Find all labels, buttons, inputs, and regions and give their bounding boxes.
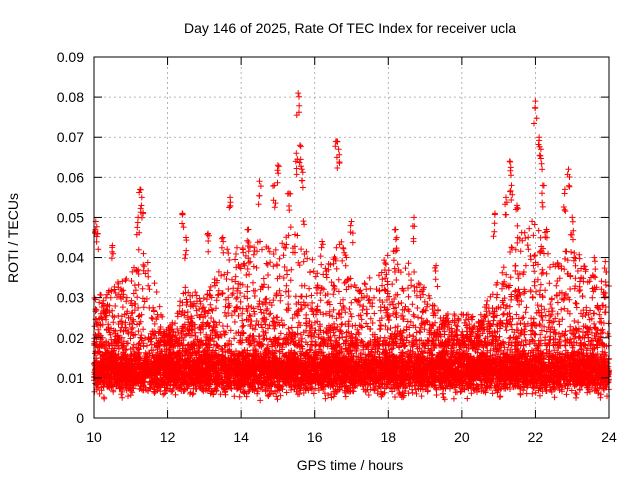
data-point xyxy=(125,393,131,400)
data-point xyxy=(468,390,475,397)
data-point xyxy=(283,389,290,396)
data-point xyxy=(119,394,126,401)
data-point xyxy=(325,392,332,399)
data-point xyxy=(228,385,235,392)
data-point xyxy=(484,349,491,356)
data-point xyxy=(413,390,420,397)
data-point xyxy=(273,347,279,354)
data-point xyxy=(222,349,229,356)
data-point xyxy=(464,395,471,402)
data-point xyxy=(518,338,525,345)
data-point xyxy=(489,390,496,397)
data-point xyxy=(342,393,349,400)
data-point xyxy=(573,391,580,398)
data-point xyxy=(308,383,315,390)
data-point xyxy=(487,347,494,354)
data-point xyxy=(254,390,261,397)
data-point xyxy=(157,388,164,395)
data-point xyxy=(321,390,328,397)
data-points xyxy=(91,90,612,404)
data-point xyxy=(418,393,425,400)
data-point xyxy=(374,390,381,397)
data-point xyxy=(551,347,558,354)
data-point xyxy=(236,393,243,400)
data-point xyxy=(342,345,349,352)
data-point xyxy=(145,350,152,357)
